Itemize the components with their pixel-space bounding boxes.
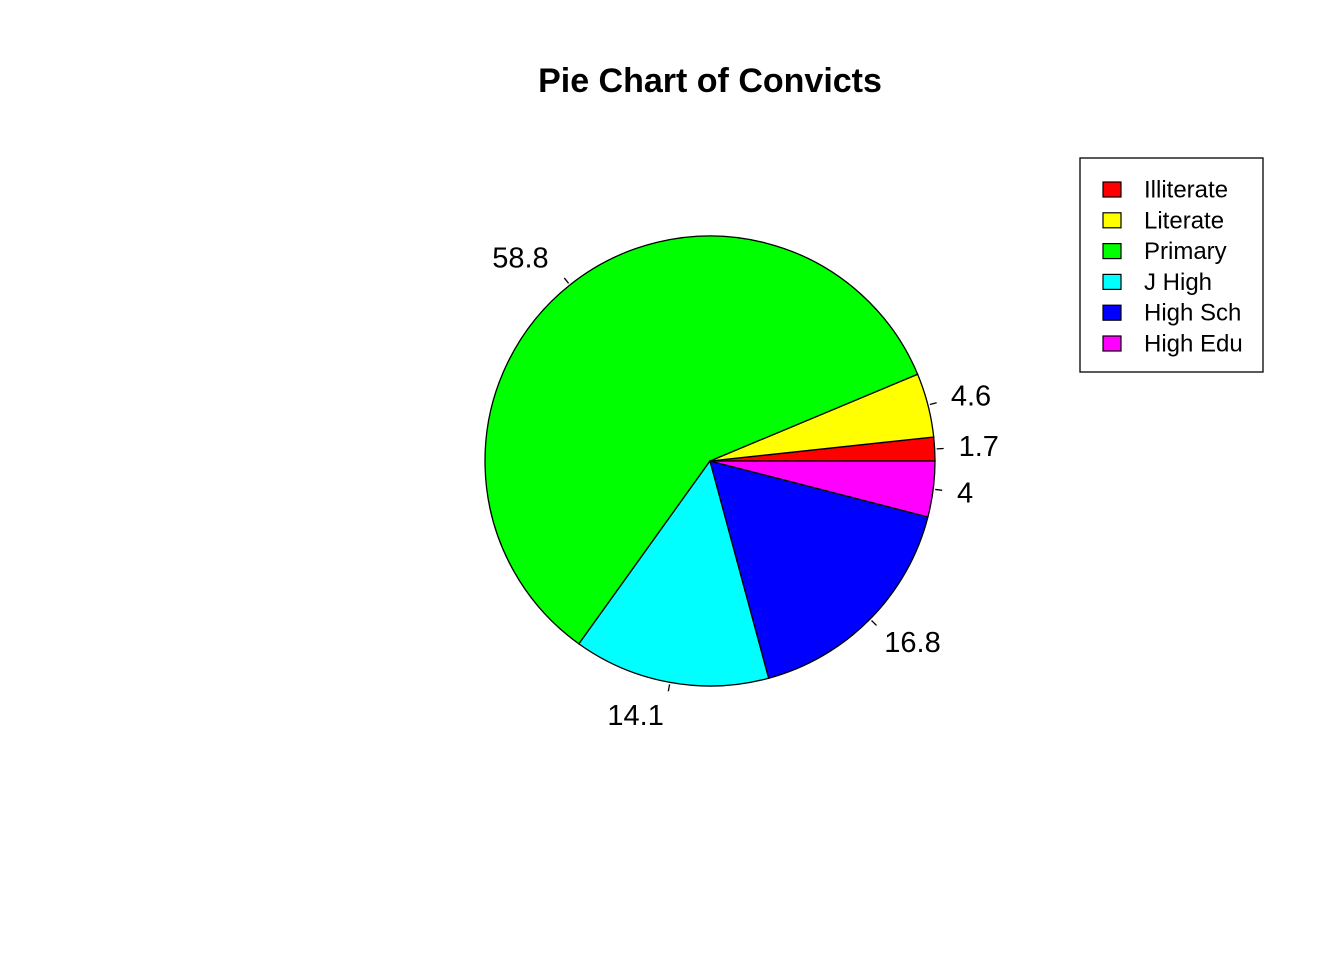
slice-label-primary: 58.8 bbox=[492, 242, 548, 274]
legend-swatch-j-high bbox=[1102, 273, 1122, 290]
label-tick-high-edu bbox=[935, 488, 943, 491]
slice-label-high-sch: 16.8 bbox=[884, 627, 940, 659]
pie-slices bbox=[484, 235, 936, 687]
legend-label-high-edu: High Edu bbox=[1144, 331, 1243, 358]
label-tick-primary bbox=[563, 277, 570, 284]
slice-label-high-edu: 4 bbox=[957, 477, 973, 509]
slice-labels: 1.7 4.6 58.8 14.1 16.8 4 bbox=[492, 242, 999, 731]
slice-label-j-high: 14.1 bbox=[607, 700, 663, 732]
legend-swatch-literate bbox=[1102, 212, 1122, 229]
pie-slice-primary bbox=[484, 235, 919, 645]
slice-label-literate: 4.6 bbox=[951, 381, 991, 413]
legend-swatch-high-sch bbox=[1102, 304, 1122, 321]
legend-swatch-primary bbox=[1102, 243, 1122, 260]
legend-label-illiterate: Illiterate bbox=[1144, 177, 1228, 204]
legend-label-high-sch: High Sch bbox=[1144, 300, 1241, 327]
legend-label-primary: Primary bbox=[1144, 238, 1227, 265]
chart-title: Pie Chart of Convicts bbox=[538, 62, 882, 100]
legend-label-j-high: J High bbox=[1144, 269, 1212, 296]
legend-swatch-high-edu bbox=[1102, 335, 1122, 352]
legend: Illiterate Literate Primary J High High Sch H… bbox=[1079, 157, 1264, 373]
label-tick-literate bbox=[929, 402, 937, 406]
slice-label-illiterate: 1.7 bbox=[959, 431, 999, 463]
label-tick-high-sch bbox=[871, 620, 877, 626]
pie-slice-high-edu bbox=[709, 460, 936, 518]
label-tick-j-high bbox=[667, 684, 671, 692]
pie-slice-high-sch bbox=[709, 460, 929, 680]
pie-slice-j-high bbox=[577, 459, 770, 687]
legend-label-literate: Literate bbox=[1144, 207, 1224, 234]
legend-swatch-illiterate bbox=[1102, 181, 1122, 198]
